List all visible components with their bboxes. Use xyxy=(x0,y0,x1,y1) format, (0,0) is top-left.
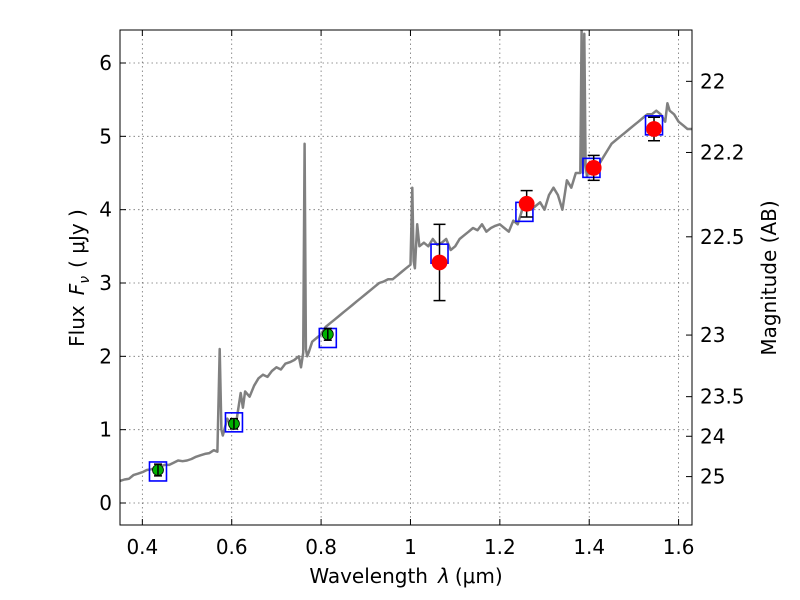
y2-tick-label: 22.2 xyxy=(700,140,745,164)
x-tick-label: 1.4 xyxy=(573,535,605,559)
y2-tick-label: 25 xyxy=(700,465,725,489)
x-tick-label: 0.6 xyxy=(216,535,248,559)
y-tick-label: 1 xyxy=(99,418,112,442)
plot-area xyxy=(120,30,692,483)
y2-tick-label: 22.5 xyxy=(700,225,745,249)
y2-axis-label: Magnitude (AB) xyxy=(757,200,781,355)
nir-photometry-point xyxy=(518,195,535,212)
x-tick-label: 1 xyxy=(404,535,417,559)
x-axis-label: Wavelength λ (μm) xyxy=(309,564,502,588)
model-photometry-square xyxy=(148,461,168,482)
x-tick-label: 1.2 xyxy=(484,535,516,559)
y-tick-label: 6 xyxy=(99,51,112,75)
y2-tick-label: 23.5 xyxy=(700,385,745,409)
x-tick-label: 1.6 xyxy=(663,535,695,559)
y-tick-label: 2 xyxy=(99,344,112,368)
y-tick-label: 4 xyxy=(99,198,112,222)
y-tick-label: 5 xyxy=(99,124,112,148)
x-tick-label: 0.4 xyxy=(126,535,158,559)
model-photometry-square xyxy=(224,412,244,433)
nir-photometry-point xyxy=(585,159,602,176)
y-tick-label: 3 xyxy=(99,271,112,295)
nir-photometry-point xyxy=(431,254,448,271)
y2-tick-label: 23 xyxy=(700,323,725,347)
axes-ticks: 0.4 0.6 0.8 1 1.2 1.4 1.601234562222.222.52323… xyxy=(99,30,745,559)
y-axis-label: FluxFν( μJy ) xyxy=(65,209,93,347)
x-tick-label: 0.8 xyxy=(305,535,337,559)
plot-frame xyxy=(119,29,693,526)
grid xyxy=(120,30,692,525)
y2-tick-label: 24 xyxy=(700,424,725,448)
nir-photometry-point xyxy=(646,121,662,137)
y2-tick-label: 22 xyxy=(700,69,725,93)
y-tick-label: 0 xyxy=(99,491,112,515)
